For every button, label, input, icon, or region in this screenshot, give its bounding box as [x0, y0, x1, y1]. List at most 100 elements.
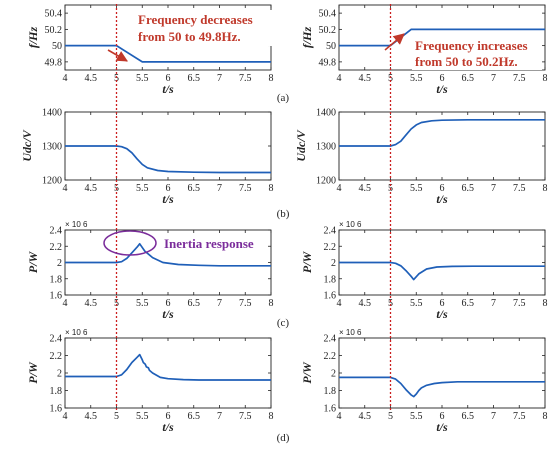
x-tick-label: 4: [63, 411, 68, 422]
series-line: [65, 145, 271, 174]
y-tick-label: 50: [326, 41, 336, 52]
x-tick-label: 4.5: [85, 411, 98, 422]
x-tick-label: 4.5: [359, 411, 372, 422]
y-tick-label: 1.8: [324, 386, 337, 397]
y-axis-label: P/W: [26, 361, 40, 384]
x-tick-label: 4: [63, 183, 68, 194]
y-tick-label: 2.4: [324, 226, 337, 237]
series-line: [339, 118, 545, 147]
chart-a-left: 4 4.5 5 5.5 6 6.5 7 7.5 8 49.8 50 50.2 50.4 t/s f/Hz: [26, 4, 274, 96]
x-tick-label: 4.5: [359, 183, 372, 194]
y-axis-label: f/Hz: [26, 27, 40, 49]
x-tick-label: 7: [217, 183, 222, 194]
x-axis-label: t/s: [162, 420, 174, 434]
x-tick-label: 4: [337, 183, 342, 194]
y-tick-label: 2.4: [324, 334, 337, 345]
series-line: [65, 242, 271, 267]
chart-c-left: 4 4.5 5 5.5 6 6.5 7 7.5 8 1.6 1.8 2 2.2 2.4 t/s P/W × 10…: [26, 220, 274, 321]
panel-label-b: (b): [277, 208, 290, 220]
x-tick-label: 6: [440, 183, 445, 194]
panel-label-a: (a): [277, 92, 290, 104]
x-tick-label: 6: [440, 73, 445, 84]
chart-d-left: 4 4.5 5 5.5 6 6.5 7 7.5 8 1.6 1.8 2 2.2 2.4 t/s P/W × 10…: [26, 328, 274, 434]
y-tick-label: 1.6: [50, 291, 63, 302]
y-axis-label: P/W: [26, 251, 40, 274]
x-axis-label: t/s: [162, 82, 174, 96]
x-tick-label: 5.5: [410, 298, 423, 309]
series-line: [339, 376, 545, 398]
x-tick-label: 5: [388, 298, 393, 309]
panels: 4 4.5 5 5.5 6 6.5 7 7.5 8 49.8 50 50.2 50.4 t/s f/Hz 4 4…: [20, 4, 548, 434]
x-tick-label: 5.5: [136, 411, 149, 422]
y-tick-label: 50.4: [319, 9, 337, 20]
y-tick-label: 1.6: [324, 291, 337, 302]
x-tick-label: 6.5: [188, 411, 201, 422]
increase-annotation-line1: Frequency increases: [415, 38, 528, 53]
x-tick-label: 5.5: [410, 183, 423, 194]
increase-arrow: [384, 33, 405, 51]
y-tick-label: 2.2: [50, 242, 63, 253]
x-tick-label: 5: [114, 298, 119, 309]
y-axis-label: f/Hz: [300, 27, 314, 49]
y-axis-label: P/W: [300, 251, 314, 274]
y-tick-label: 50.2: [45, 25, 63, 36]
y-axis-label: Udc/V: [294, 129, 308, 161]
x-tick-label: 4: [63, 73, 68, 84]
y-tick-label: 1300: [316, 142, 336, 153]
y-axis-label: P/W: [300, 361, 314, 384]
x-tick-label: 7: [217, 73, 222, 84]
y-tick-label: 50: [52, 41, 62, 52]
x-tick-label: 8: [543, 73, 548, 84]
x-tick-label: 5: [388, 73, 393, 84]
x-tick-label: 4.5: [359, 298, 372, 309]
x-tick-label: 5.5: [136, 73, 149, 84]
decrease-annotation-line1: Frequency decreases: [138, 12, 253, 27]
y-tick-label: 1300: [42, 142, 62, 153]
y-tick-label: 2: [57, 369, 62, 380]
x-tick-label: 5: [388, 411, 393, 422]
x-axis-label: t/s: [162, 307, 174, 321]
y-multiplier-label: × 10 6: [339, 328, 362, 337]
x-tick-label: 4.5: [85, 183, 98, 194]
x-tick-label: 5.5: [136, 298, 149, 309]
series-line: [65, 353, 271, 381]
x-tick-label: 7.5: [239, 73, 252, 84]
inertia-annotation: Inertia response: [164, 236, 254, 251]
y-tick-label: 2.4: [50, 334, 63, 345]
y-tick-label: 50.4: [45, 9, 63, 20]
y-tick-label: 1400: [42, 108, 62, 119]
x-tick-label: 8: [543, 183, 548, 194]
x-tick-label: 6.5: [462, 183, 475, 194]
x-tick-label: 8: [269, 411, 274, 422]
y-tick-label: 1200: [316, 176, 336, 187]
y-tick-label: 1.8: [50, 274, 63, 285]
x-tick-label: 7: [491, 183, 496, 194]
x-tick-label: 4: [63, 298, 68, 309]
x-tick-label: 5.5: [410, 73, 423, 84]
x-tick-label: 8: [269, 183, 274, 194]
y-multiplier-label: × 10 6: [65, 328, 88, 337]
y-tick-label: 2: [57, 258, 62, 269]
x-tick-label: 7: [217, 298, 222, 309]
x-tick-label: 7: [217, 411, 222, 422]
y-tick-label: 2: [331, 258, 336, 269]
y-tick-label: 1.6: [50, 404, 63, 415]
decrease-arrow: [107, 49, 128, 62]
increase-annotation-box: [412, 38, 542, 70]
y-tick-label: 1.8: [50, 386, 63, 397]
x-tick-label: 6: [166, 183, 171, 194]
x-tick-label: 4.5: [359, 73, 372, 84]
panel-label-d: (d): [277, 432, 290, 444]
decrease-annotation-line2: from 50 to 49.8Hz.: [138, 29, 241, 44]
y-tick-label: 49.8: [319, 57, 337, 68]
x-tick-label: 7.5: [513, 298, 526, 309]
x-axis-label: t/s: [436, 82, 448, 96]
x-tick-label: 4.5: [85, 298, 98, 309]
y-tick-label: 1400: [316, 108, 336, 119]
plot-frame: [338, 337, 546, 409]
x-axis-label: t/s: [162, 192, 174, 206]
x-tick-label: 6.5: [462, 298, 475, 309]
x-tick-label: 7.5: [513, 183, 526, 194]
